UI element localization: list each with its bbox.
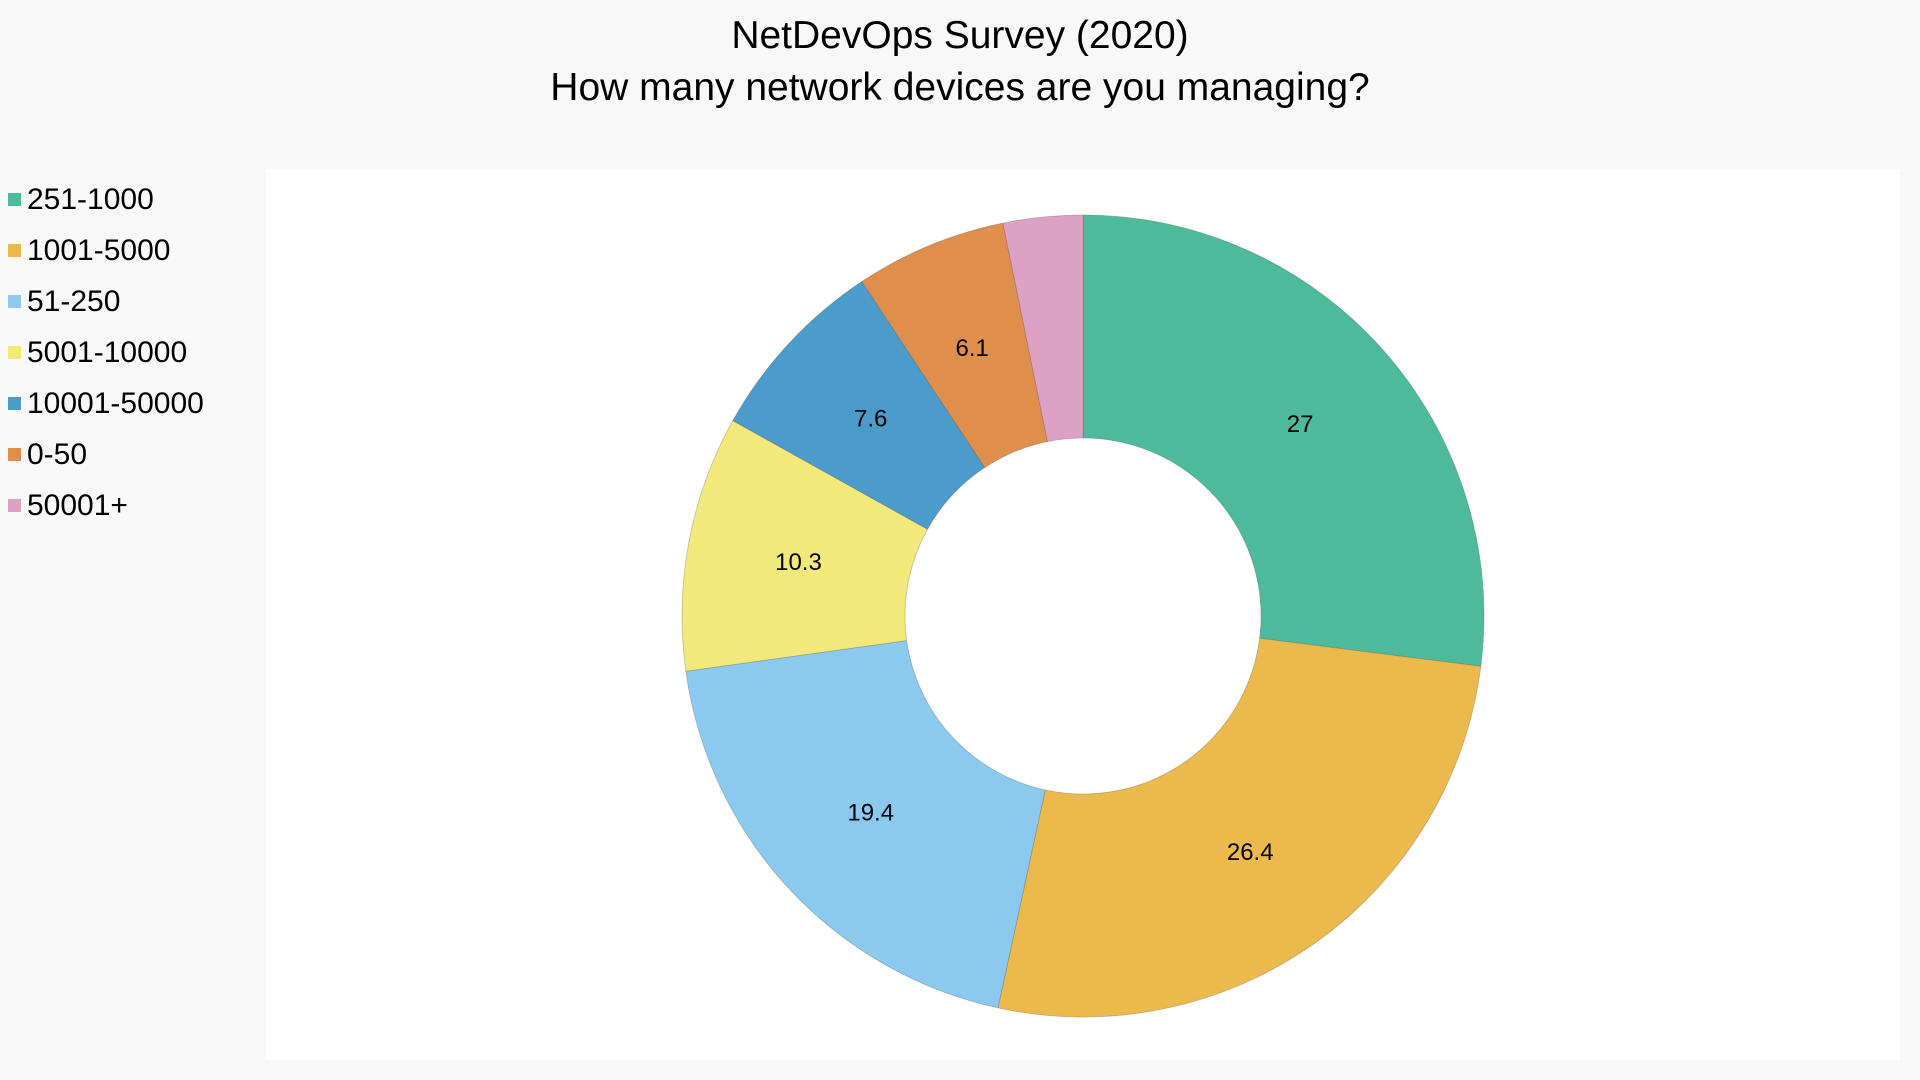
legend-swatch: [8, 244, 21, 257]
legend-swatch: [8, 397, 21, 410]
donut-slice[interactable]: [732, 280, 986, 530]
legend-swatch: [8, 295, 21, 308]
donut-chart: 27 26.4 19.4 10.3 7.6 6.1: [681, 214, 1485, 1018]
donut-slice[interactable]: [997, 637, 1482, 1018]
slice-data-label: 7.6: [854, 406, 887, 433]
legend-label: 5001-10000: [27, 335, 188, 369]
slice-data-label: 6.1: [956, 335, 989, 362]
plot-area: 27 26.4 19.4 10.3 7.6 6.1: [266, 169, 1900, 1060]
legend-label: 51-250: [27, 284, 121, 318]
chart-legend: 251-1000 1001-5000 51-250 5001-10000 10001-5…: [8, 174, 204, 531]
legend-item[interactable]: 50001+: [8, 480, 204, 531]
donut-slice[interactable]: [1082, 214, 1485, 667]
legend-label: 10001-50000: [27, 386, 204, 420]
legend-label: 0-50: [27, 437, 88, 471]
legend-swatch: [8, 448, 21, 461]
legend-label: 1001-5000: [27, 233, 171, 267]
slice-data-label: 26.4: [1227, 839, 1274, 866]
chart-subtitle: How many network devices are you managin…: [550, 66, 1370, 109]
legend-swatch: [8, 346, 21, 359]
donut-slice[interactable]: [1002, 214, 1084, 443]
legend-item[interactable]: 10001-50000: [8, 378, 204, 429]
legend-item[interactable]: 251-1000: [8, 174, 204, 225]
chart-title-block: NetDevOps Survey (2020) How many network…: [0, 10, 1920, 114]
legend-label: 50001+: [27, 488, 128, 522]
slice-data-label: 10.3: [775, 549, 822, 576]
legend-item[interactable]: 0-50: [8, 429, 204, 480]
legend-item[interactable]: 1001-5000: [8, 225, 204, 276]
legend-swatch: [8, 499, 21, 512]
donut-slice[interactable]: [685, 640, 1046, 1009]
donut-slice[interactable]: [861, 222, 1048, 469]
slice-data-label: 27: [1287, 411, 1314, 438]
legend-item[interactable]: 5001-10000: [8, 327, 204, 378]
chart-title: NetDevOps Survey (2020): [731, 14, 1189, 57]
donut-slice[interactable]: [681, 420, 929, 672]
legend-label: 251-1000: [27, 182, 154, 216]
legend-swatch: [8, 193, 21, 206]
legend-item[interactable]: 51-250: [8, 276, 204, 327]
slice-data-label: 19.4: [847, 799, 894, 826]
